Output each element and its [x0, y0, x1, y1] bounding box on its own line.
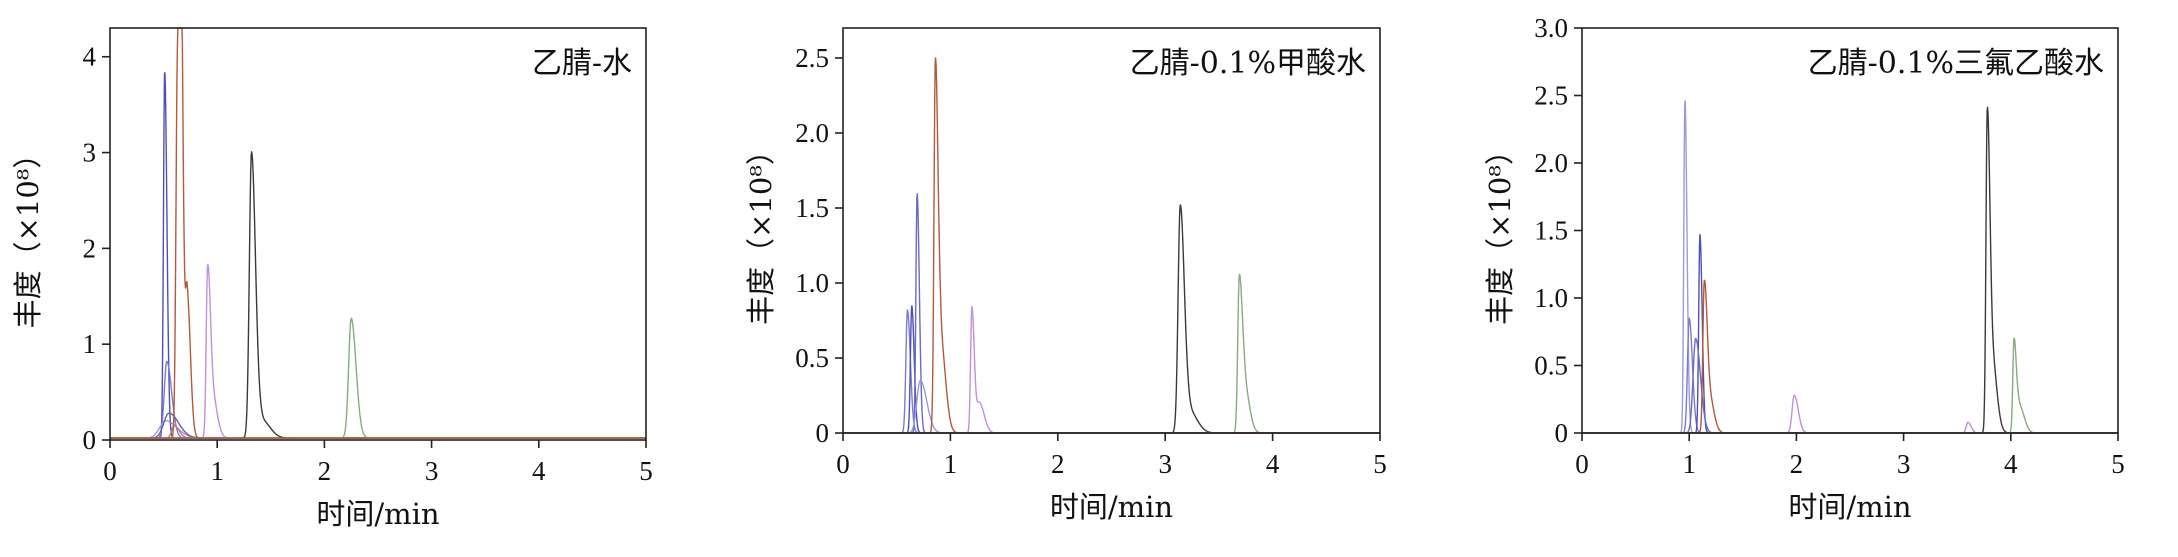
chromatogram-trace [109, 72, 647, 439]
y-tick-label: 2.5 [1534, 81, 1568, 111]
chromatogram-trace [842, 193, 1381, 434]
tick-layer: 0 1 2 3 4 5 0 0.5 1.0 1.5 2.0 2.5 [795, 43, 1387, 479]
chromatogram-trace [109, 27, 647, 439]
chromatogram-trace [109, 151, 647, 439]
x-tick-label: 2 [318, 456, 332, 486]
chart-title: 乙腈-0.1%甲酸水 [1130, 46, 1366, 81]
plot-frame [109, 27, 647, 441]
plot-frame [1581, 27, 2119, 434]
plot-frame [842, 27, 1381, 434]
x-tick-label: 0 [103, 456, 117, 486]
x-tick-label: 1 [1682, 449, 1696, 479]
chromatogram-trace [842, 204, 1381, 434]
tick-layer: 0 1 2 3 4 5 0 1 2 3 4 [83, 42, 653, 486]
chromatogram-trace [109, 412, 647, 439]
chromatogram-trace [1581, 317, 2119, 434]
chromatogram-trace [1581, 337, 2119, 434]
x-tick-label: 3 [425, 456, 439, 486]
y-tick-label: 3.0 [1534, 13, 1568, 43]
y-axis-label: 丰度（×10⁸） [744, 136, 778, 325]
x-axis-label: 时间/min [316, 497, 439, 531]
y-tick-label: 2 [83, 233, 97, 263]
chromatogram-trace [1581, 279, 2119, 434]
chart-panel-acetonitrile-formic-acid: 0 1 2 3 4 5 0 0.5 1.0 1.5 2.0 2.5 乙腈-0.1%甲酸水 时间/min… [744, 27, 1387, 524]
chromatogram-trace [842, 305, 1381, 434]
x-tick-label: 0 [1575, 449, 1589, 479]
chart-title: 乙腈-水 [532, 46, 632, 81]
y-tick-label: 0 [1555, 418, 1569, 448]
x-tick-label: 0 [836, 449, 850, 479]
y-tick-label: 3 [83, 138, 97, 168]
x-tick-label: 4 [532, 456, 546, 486]
x-tick-label: 2 [1790, 449, 1804, 479]
x-tick-label: 3 [1158, 449, 1172, 479]
y-tick-label: 1 [83, 329, 97, 359]
trace-layer [1581, 100, 2119, 434]
x-tick-label: 1 [944, 449, 958, 479]
y-axis-label: 丰度（×10⁸） [1483, 136, 1517, 325]
chromatogram-trace [842, 305, 1381, 434]
x-tick-label: 1 [210, 456, 224, 486]
y-tick-label: 0 [83, 425, 97, 455]
chromatogram-trace [842, 309, 1381, 434]
y-tick-label: 0 [816, 418, 830, 448]
y-tick-label: 1.0 [795, 268, 829, 298]
chromatogram-trace [109, 360, 647, 439]
trace-layer [109, 27, 647, 439]
chromatogram-trace [842, 273, 1381, 434]
x-tick-label: 4 [1266, 449, 1280, 479]
chromatogram-trace [1581, 233, 2119, 434]
y-tick-label: 1.5 [795, 193, 829, 223]
trace-layer [842, 57, 1381, 434]
y-tick-label: 2.0 [795, 118, 829, 148]
x-tick-label: 3 [1897, 449, 1911, 479]
x-tick-label: 5 [2111, 449, 2125, 479]
chromatogram-trace [842, 57, 1381, 434]
y-tick-label: 2.0 [1534, 148, 1568, 178]
y-tick-label: 0.5 [795, 343, 829, 373]
y-tick-label: 0.5 [1534, 351, 1568, 381]
x-axis-label: 时间/min [1788, 490, 1911, 524]
chart-panel-acetonitrile-water: 0 1 2 3 4 5 0 1 2 3 4 乙腈-水 时间/min 丰度（×10⁸） [11, 27, 653, 531]
y-tick-label: 4 [83, 42, 97, 72]
x-axis-label: 时间/min [1050, 490, 1173, 524]
y-axis-label: 丰度（×10⁸） [11, 140, 45, 329]
y-tick-label: 1.5 [1534, 216, 1568, 246]
chromatogram-trace [1581, 394, 2119, 434]
x-tick-label: 2 [1051, 449, 1065, 479]
x-tick-label: 5 [1373, 449, 1387, 479]
chart-panel-acetonitrile-tfa: 0 1 2 3 4 5 0 0.5 1.0 1.5 2.0 2.5 3.0 乙腈-0.1%三氟乙酸水 时… [1483, 13, 2125, 524]
chromatogram-trace [1581, 100, 2119, 434]
x-tick-label: 5 [639, 456, 653, 486]
chart-title: 乙腈-0.1%三氟乙酸水 [1808, 46, 2104, 81]
chromatogram-trace [1581, 337, 2119, 434]
tick-layer: 0 1 2 3 4 5 0 0.5 1.0 1.5 2.0 2.5 3.0 [1534, 13, 2125, 479]
y-tick-label: 1.0 [1534, 283, 1568, 313]
y-tick-label: 2.5 [795, 43, 829, 73]
x-tick-label: 4 [2004, 449, 2018, 479]
chromatogram-trace [1581, 106, 2119, 434]
